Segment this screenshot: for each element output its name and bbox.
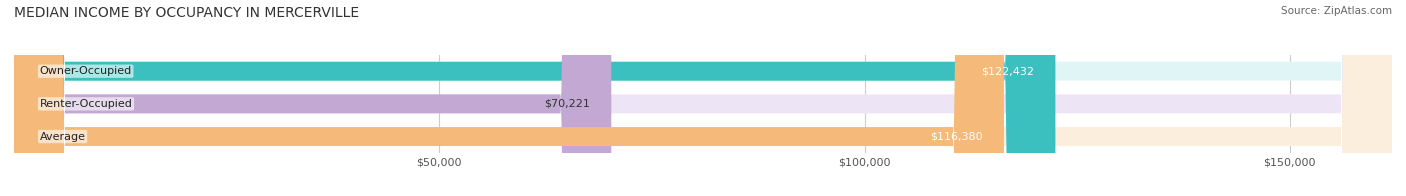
Text: Source: ZipAtlas.com: Source: ZipAtlas.com (1281, 6, 1392, 16)
FancyBboxPatch shape (14, 0, 1392, 196)
FancyBboxPatch shape (14, 0, 1004, 196)
FancyBboxPatch shape (14, 0, 1392, 196)
Text: $116,380: $116,380 (929, 132, 983, 142)
Text: Average: Average (39, 132, 86, 142)
FancyBboxPatch shape (14, 0, 1056, 196)
Text: Renter-Occupied: Renter-Occupied (39, 99, 132, 109)
Text: Owner-Occupied: Owner-Occupied (39, 66, 132, 76)
FancyBboxPatch shape (14, 0, 1392, 196)
FancyBboxPatch shape (14, 0, 612, 196)
Text: $122,432: $122,432 (981, 66, 1035, 76)
Text: $70,221: $70,221 (544, 99, 591, 109)
Text: MEDIAN INCOME BY OCCUPANCY IN MERCERVILLE: MEDIAN INCOME BY OCCUPANCY IN MERCERVILL… (14, 6, 359, 20)
